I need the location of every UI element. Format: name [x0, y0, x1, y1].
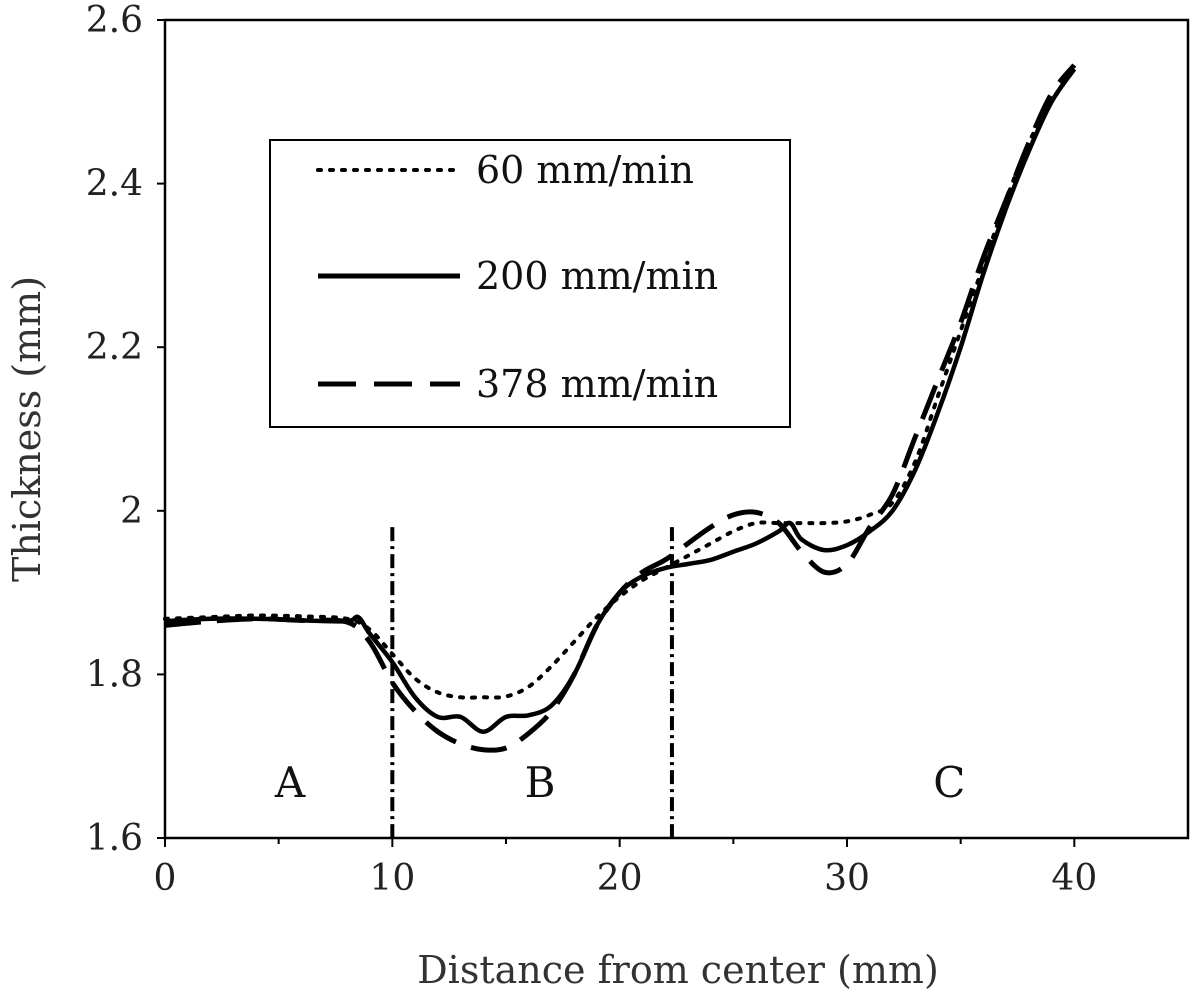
region-label: A: [274, 758, 306, 807]
legend-box: [269, 139, 791, 428]
y-tick-label: 2.2: [86, 327, 143, 368]
x-tick-label: 40: [1051, 858, 1097, 899]
x-tick-label: 30: [824, 858, 870, 899]
plot-frame: [163, 18, 1190, 840]
x-tick-label: 10: [369, 858, 415, 899]
y-axis: 1.6 1.8 2 2.2 2.4 2.6: [86, 0, 165, 859]
y-tick-label: 2.6: [86, 0, 143, 41]
legend-label-60: 60 mm/min: [476, 148, 694, 192]
region-label: B: [525, 758, 556, 807]
y-tick-label: 2.4: [86, 164, 143, 205]
y-tick-label: 1.8: [86, 654, 143, 695]
legend-label-378: 378 mm/min: [476, 362, 718, 406]
y-axis-title: Thickness (mm): [5, 276, 49, 582]
legend: 60 mm/min 200 mm/min 378 mm/min: [269, 139, 791, 428]
region-dividers: [390, 527, 674, 838]
region-label: C: [933, 758, 965, 807]
y-tick-label: 1.6: [86, 818, 143, 859]
x-axis-title: Distance from center (mm): [417, 948, 939, 992]
region-labels: A B C: [274, 758, 966, 807]
x-tick-label: 0: [154, 858, 177, 899]
series-group: [163, 63, 1077, 753]
x-axis: 0 10 20 30 40: [154, 838, 1097, 899]
series-line-3: [164, 63, 1077, 753]
x-tick-label: 20: [597, 858, 643, 899]
series-line-2: [164, 67, 1077, 734]
legend-label-200: 200 mm/min: [476, 254, 718, 298]
y-tick-label: 2: [120, 491, 143, 532]
